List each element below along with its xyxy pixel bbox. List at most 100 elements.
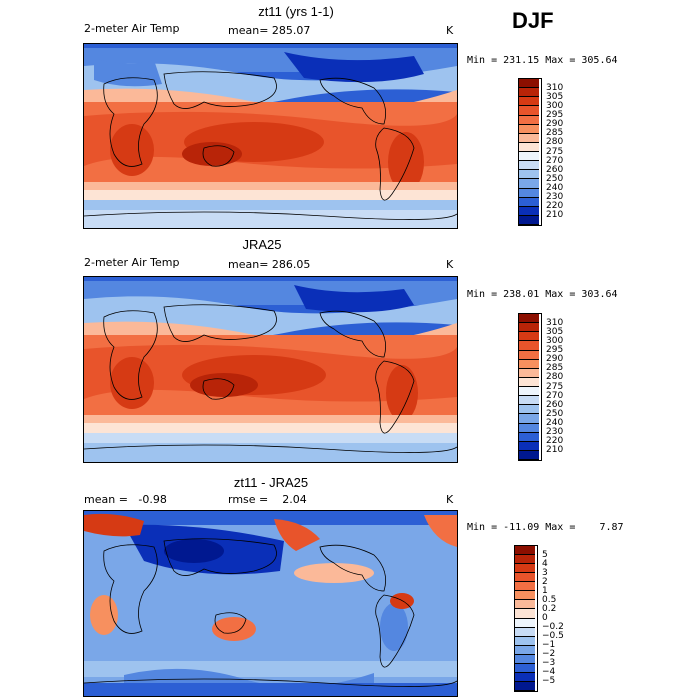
panel-3-units: K (446, 493, 454, 506)
colorbar-swatch (519, 423, 539, 433)
panel-2-range: Min = 238.01 Max = 303.64 (467, 289, 618, 300)
colorbar-swatch (519, 124, 539, 134)
panel-3-map (83, 510, 458, 697)
colorbar-swatch (519, 115, 539, 125)
panel-1-mean-label: mean= 285.07 (228, 24, 311, 37)
panel-2-mean-label: mean= 286.05 (228, 258, 311, 271)
colorbar-swatch (519, 314, 539, 324)
colorbar-swatch (519, 387, 539, 397)
colorbar-swatch (515, 627, 535, 637)
colorbar-label: 285 (546, 128, 564, 139)
panel-1-title: zt11 (yrs 1-1) (258, 4, 334, 19)
panel-3-title: zt11 - JRA25 (233, 475, 309, 490)
colorbar-swatch (519, 197, 539, 207)
colorbar-swatch (519, 405, 539, 415)
colorbar-label: 3 (542, 567, 548, 578)
colorbar-swatch (519, 441, 539, 451)
colorbar-label: 280 (546, 137, 564, 148)
colorbar-label: −0.5 (542, 631, 564, 642)
colorbar-swatch (519, 88, 539, 98)
colorbar-label: 210 (546, 210, 564, 221)
colorbar-swatch (519, 432, 539, 442)
colorbar-swatch (515, 663, 535, 673)
colorbar-label: 290 (546, 119, 564, 130)
colorbar-label: 240 (546, 183, 564, 193)
panel-2-colorbar: 310 305 300 295 290 285 280 275 270 260 250 240 230 2… (518, 313, 563, 461)
colorbar-label: 250 (546, 173, 564, 184)
panel-2-map (83, 276, 458, 463)
colorbar-swatch (515, 618, 535, 628)
colorbar-swatch (515, 555, 535, 565)
colorbar-label: 210 (546, 445, 564, 456)
panel-2-variable-label: 2-meter Air Temp (84, 256, 180, 269)
colorbar-swatch (519, 341, 539, 351)
colorbar-label: −2 (542, 649, 556, 660)
colorbar-label: 250 (546, 408, 564, 419)
panel-2-temperature-field (84, 277, 457, 462)
colorbar-label: 270 (546, 390, 564, 401)
colorbar-swatch (519, 323, 539, 333)
colorbar-label: 305 (546, 326, 564, 337)
colorbar-swatch (519, 133, 539, 143)
colorbar-swatch (515, 546, 535, 556)
panel-3-range: Min = -11.09 Max = 7.87 (467, 522, 624, 533)
colorbar-swatch (515, 609, 535, 619)
colorbar-swatch (519, 450, 539, 460)
colorbar-label: −1 (542, 640, 556, 651)
colorbar-label: 275 (546, 381, 564, 392)
colorbar-swatch (515, 573, 535, 583)
colorbar-swatch (519, 179, 539, 189)
colorbar-label: 230 (546, 192, 564, 203)
colorbar-label: −0.2 (542, 622, 564, 633)
colorbar-swatch (515, 645, 535, 655)
panel-2-title: JRA25 (242, 237, 282, 252)
colorbar-swatch (519, 97, 539, 107)
colorbar-label: 0.2 (542, 603, 557, 614)
colorbar-swatch (519, 79, 539, 89)
colorbar-swatch (519, 142, 539, 152)
colorbar-label: 310 (546, 82, 564, 93)
colorbar-swatch (519, 350, 539, 360)
colorbar-label: 220 (546, 201, 564, 212)
colorbar-swatch (515, 636, 535, 646)
colorbar-label: 310 (546, 317, 564, 328)
panel-1-variable-label: 2-meter Air Temp (84, 22, 180, 35)
colorbar-swatch (519, 152, 539, 162)
colorbar-label: 5 (542, 549, 548, 560)
colorbar-label: 2 (542, 576, 548, 587)
colorbar-swatch (515, 672, 535, 682)
colorbar-label: 230 (546, 427, 564, 438)
colorbar-label: 280 (546, 372, 564, 383)
colorbar-swatch (515, 591, 535, 601)
colorbar-swatch (519, 215, 539, 225)
colorbar-label: 275 (546, 146, 564, 157)
colorbar-label: 305 (546, 91, 564, 102)
colorbar-label: −3 (542, 658, 556, 669)
colorbar-swatch (519, 206, 539, 216)
colorbar-swatch (519, 106, 539, 116)
colorbar-swatch (519, 368, 539, 378)
panel-3-mean-label: mean = -0.98 (84, 493, 167, 506)
colorbar-swatch (519, 359, 539, 369)
colorbar-swatch (519, 377, 539, 387)
colorbar-label: 300 (546, 335, 564, 346)
panel-3-colorbar: 5 4 3 2 1 0.5 0.2 0 −0.2 −0.5 −1 −2 −3 −4 −5 (514, 545, 564, 692)
colorbar-label: 295 (546, 345, 564, 355)
colorbar-label: 0.5 (542, 594, 557, 605)
colorbar-label: 270 (546, 155, 564, 166)
colorbar-label: 290 (546, 354, 564, 365)
panel-1-map (83, 43, 458, 229)
colorbar-swatch (519, 161, 539, 171)
colorbar-label: 1 (542, 585, 548, 596)
panel-1-colorbar: 310 305 300 295 290 285 280 275 270 260 250 240 230 2… (518, 78, 563, 226)
colorbar-label: 260 (546, 399, 564, 410)
colorbar-label: 285 (546, 363, 564, 374)
colorbar-label: 300 (546, 100, 564, 111)
colorbar-swatch (515, 564, 535, 574)
colorbar-label: 295 (546, 110, 564, 120)
panel-3-difference-field (84, 511, 457, 696)
colorbar-swatch (515, 654, 535, 664)
colorbar-label: 260 (546, 164, 564, 175)
colorbar-swatch (519, 332, 539, 342)
colorbar-label: 0 (542, 613, 548, 623)
